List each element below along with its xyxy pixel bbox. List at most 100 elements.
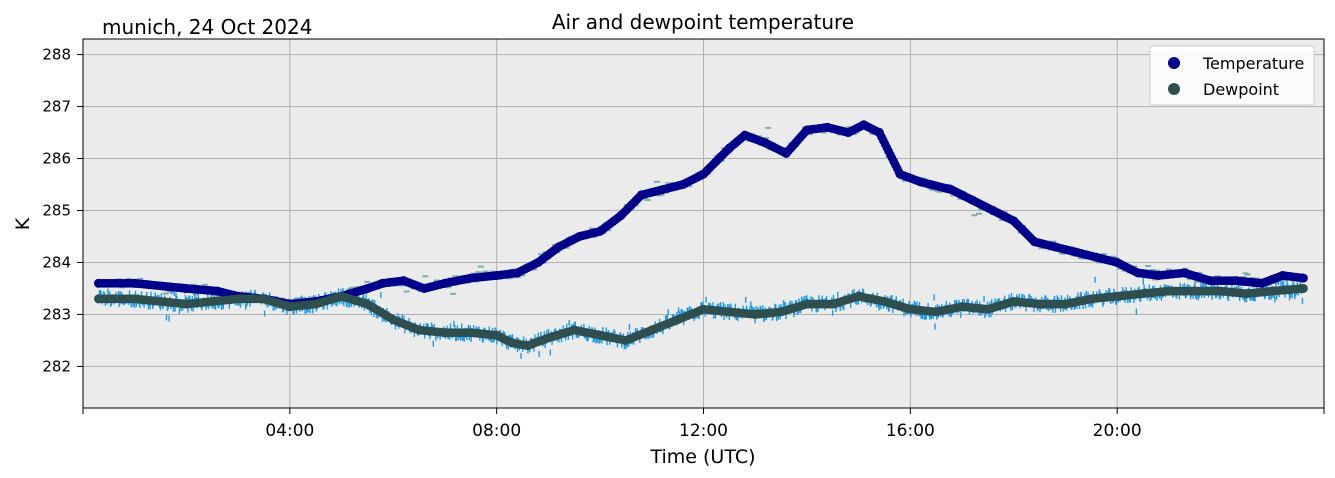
data-point [761, 138, 771, 148]
data-point [1138, 289, 1148, 299]
data-point [130, 294, 140, 304]
data-point [1164, 286, 1174, 296]
data-point [823, 122, 833, 132]
data-point [1086, 294, 1096, 304]
data-point [595, 330, 605, 340]
series-layer [94, 120, 1308, 351]
data-point [1278, 270, 1288, 280]
data-point [440, 328, 450, 338]
data-point [1298, 273, 1308, 283]
data-point [616, 211, 626, 221]
data-point [905, 304, 915, 314]
data-point [988, 206, 998, 216]
data-point [1257, 278, 1267, 288]
data-point [699, 169, 708, 179]
data-point [1216, 286, 1226, 296]
data-point [1112, 257, 1122, 267]
data-point [419, 283, 429, 293]
data-point [94, 278, 104, 288]
data-point [574, 231, 584, 241]
data-point [492, 270, 502, 280]
data-point [1029, 237, 1039, 247]
data-point [1112, 291, 1122, 301]
legend-box [1149, 45, 1315, 106]
data-point [523, 341, 533, 351]
data-point [781, 148, 791, 158]
data-point [1133, 268, 1143, 278]
data-point [181, 299, 191, 309]
data-point [1205, 276, 1215, 286]
data-point [1009, 296, 1019, 306]
data-point [636, 190, 646, 200]
data-point [678, 180, 688, 190]
data-point [1190, 286, 1200, 296]
y-tick-label: 286 [42, 150, 71, 168]
data-point [388, 315, 398, 325]
y-tick-label: 284 [42, 253, 71, 271]
y-tick-label: 287 [42, 98, 71, 116]
data-point [259, 294, 269, 304]
legend-label-dewpoint: Dewpoint [1203, 80, 1279, 99]
data-point [802, 299, 812, 309]
data-point [512, 268, 522, 278]
data-point [859, 120, 869, 130]
legend-label-temperature: Temperature [1202, 54, 1304, 73]
data-point [337, 291, 347, 301]
series-dewpoint [94, 283, 1308, 351]
data-point [657, 185, 667, 195]
data-point [492, 330, 502, 340]
data-point [507, 338, 517, 348]
data-point [130, 278, 140, 288]
grid-lines [83, 39, 1324, 408]
data-point [543, 333, 553, 343]
data-point [1154, 270, 1164, 280]
data-point [533, 257, 543, 267]
data-point [957, 302, 967, 312]
data-point [414, 325, 424, 335]
axis-ticks: 04:00 08:00 12:00 16:00 20:00 282 283 284 285 286… [42, 46, 1325, 441]
legend-marker-dewpoint [1168, 83, 1180, 95]
series-temperature [94, 120, 1308, 309]
data-point [916, 177, 926, 187]
data-point [595, 226, 605, 236]
data-point [843, 128, 853, 138]
data-point [724, 143, 734, 153]
x-tick-label: 08:00 [472, 421, 521, 441]
data-point [750, 309, 760, 319]
data-point [1298, 283, 1308, 293]
data-point [983, 304, 993, 314]
data-point [895, 169, 905, 179]
y-axis-label: K [12, 217, 34, 230]
data-point [569, 325, 579, 335]
x-tick-label: 04:00 [265, 421, 314, 441]
data-point [854, 291, 864, 301]
data-point [1009, 216, 1019, 226]
x-tick-label: 20:00 [1093, 421, 1142, 441]
location-date-label: munich, 24 Oct 2024 [102, 15, 312, 39]
data-point [673, 315, 683, 325]
data-point [362, 299, 372, 309]
data-point [554, 242, 564, 252]
data-point [1071, 247, 1081, 257]
data-point [181, 283, 191, 293]
data-point [1267, 286, 1277, 296]
data-point [879, 296, 889, 306]
data-point [233, 294, 243, 304]
data-point [311, 299, 321, 309]
data-point [621, 335, 631, 345]
data-point [399, 276, 409, 286]
data-point [699, 304, 708, 314]
data-point [285, 302, 295, 312]
data-point [466, 273, 476, 283]
x-axis-label: Time (UTC) [649, 446, 755, 468]
data-point [931, 307, 941, 317]
data-point [1091, 252, 1101, 262]
data-point [440, 278, 450, 288]
data-point [947, 185, 957, 195]
data-point [378, 278, 388, 288]
data-point [967, 195, 977, 205]
data-point [724, 307, 734, 317]
x-tick-label: 16:00 [886, 421, 935, 441]
data-point [362, 283, 372, 293]
